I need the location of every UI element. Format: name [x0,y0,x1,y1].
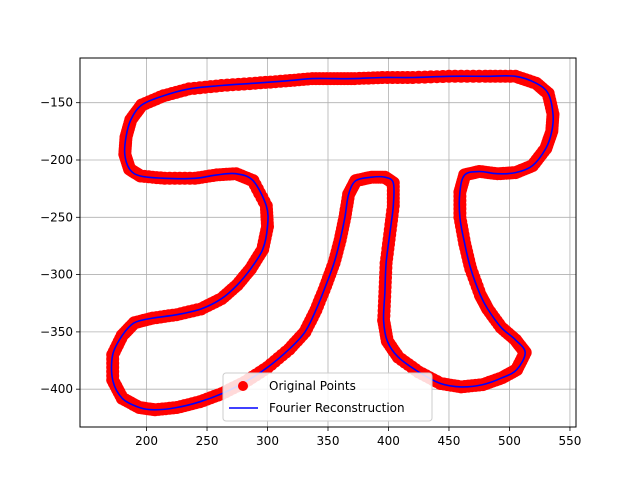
x-tick-label: 200 [135,434,158,448]
x-tick-label: 300 [256,434,279,448]
legend: Original Points Fourier Reconstruction [222,372,433,422]
y-tick-label: −200 [40,153,73,167]
x-tick-label: 550 [558,434,581,448]
x-tick-label: 450 [438,434,461,448]
legend-points-label: Original Points [269,379,356,393]
x-tick-label: 500 [498,434,521,448]
y-tick-label: −350 [40,325,73,339]
x-tick-label: 400 [377,434,400,448]
y-tick-label: −250 [40,210,73,224]
legend-line-label: Fourier Reconstruction [269,401,405,415]
x-tick-label: 250 [196,434,219,448]
y-tick-label: −400 [40,382,73,396]
original-points-series [106,69,560,417]
y-tick-label: −300 [40,268,73,282]
fourier-reconstruction-series [110,75,555,411]
y-axis: −150 −200 −250 −300 −350 −400 [40,96,80,396]
x-axis: 200 250 300 350 400 450 500 550 [135,427,581,448]
x-tick-label: 350 [317,434,340,448]
fourier-reconstruction-line [110,75,555,411]
legend-points-marker [238,381,248,391]
y-tick-label: −150 [40,96,73,110]
legend-box [222,372,433,422]
